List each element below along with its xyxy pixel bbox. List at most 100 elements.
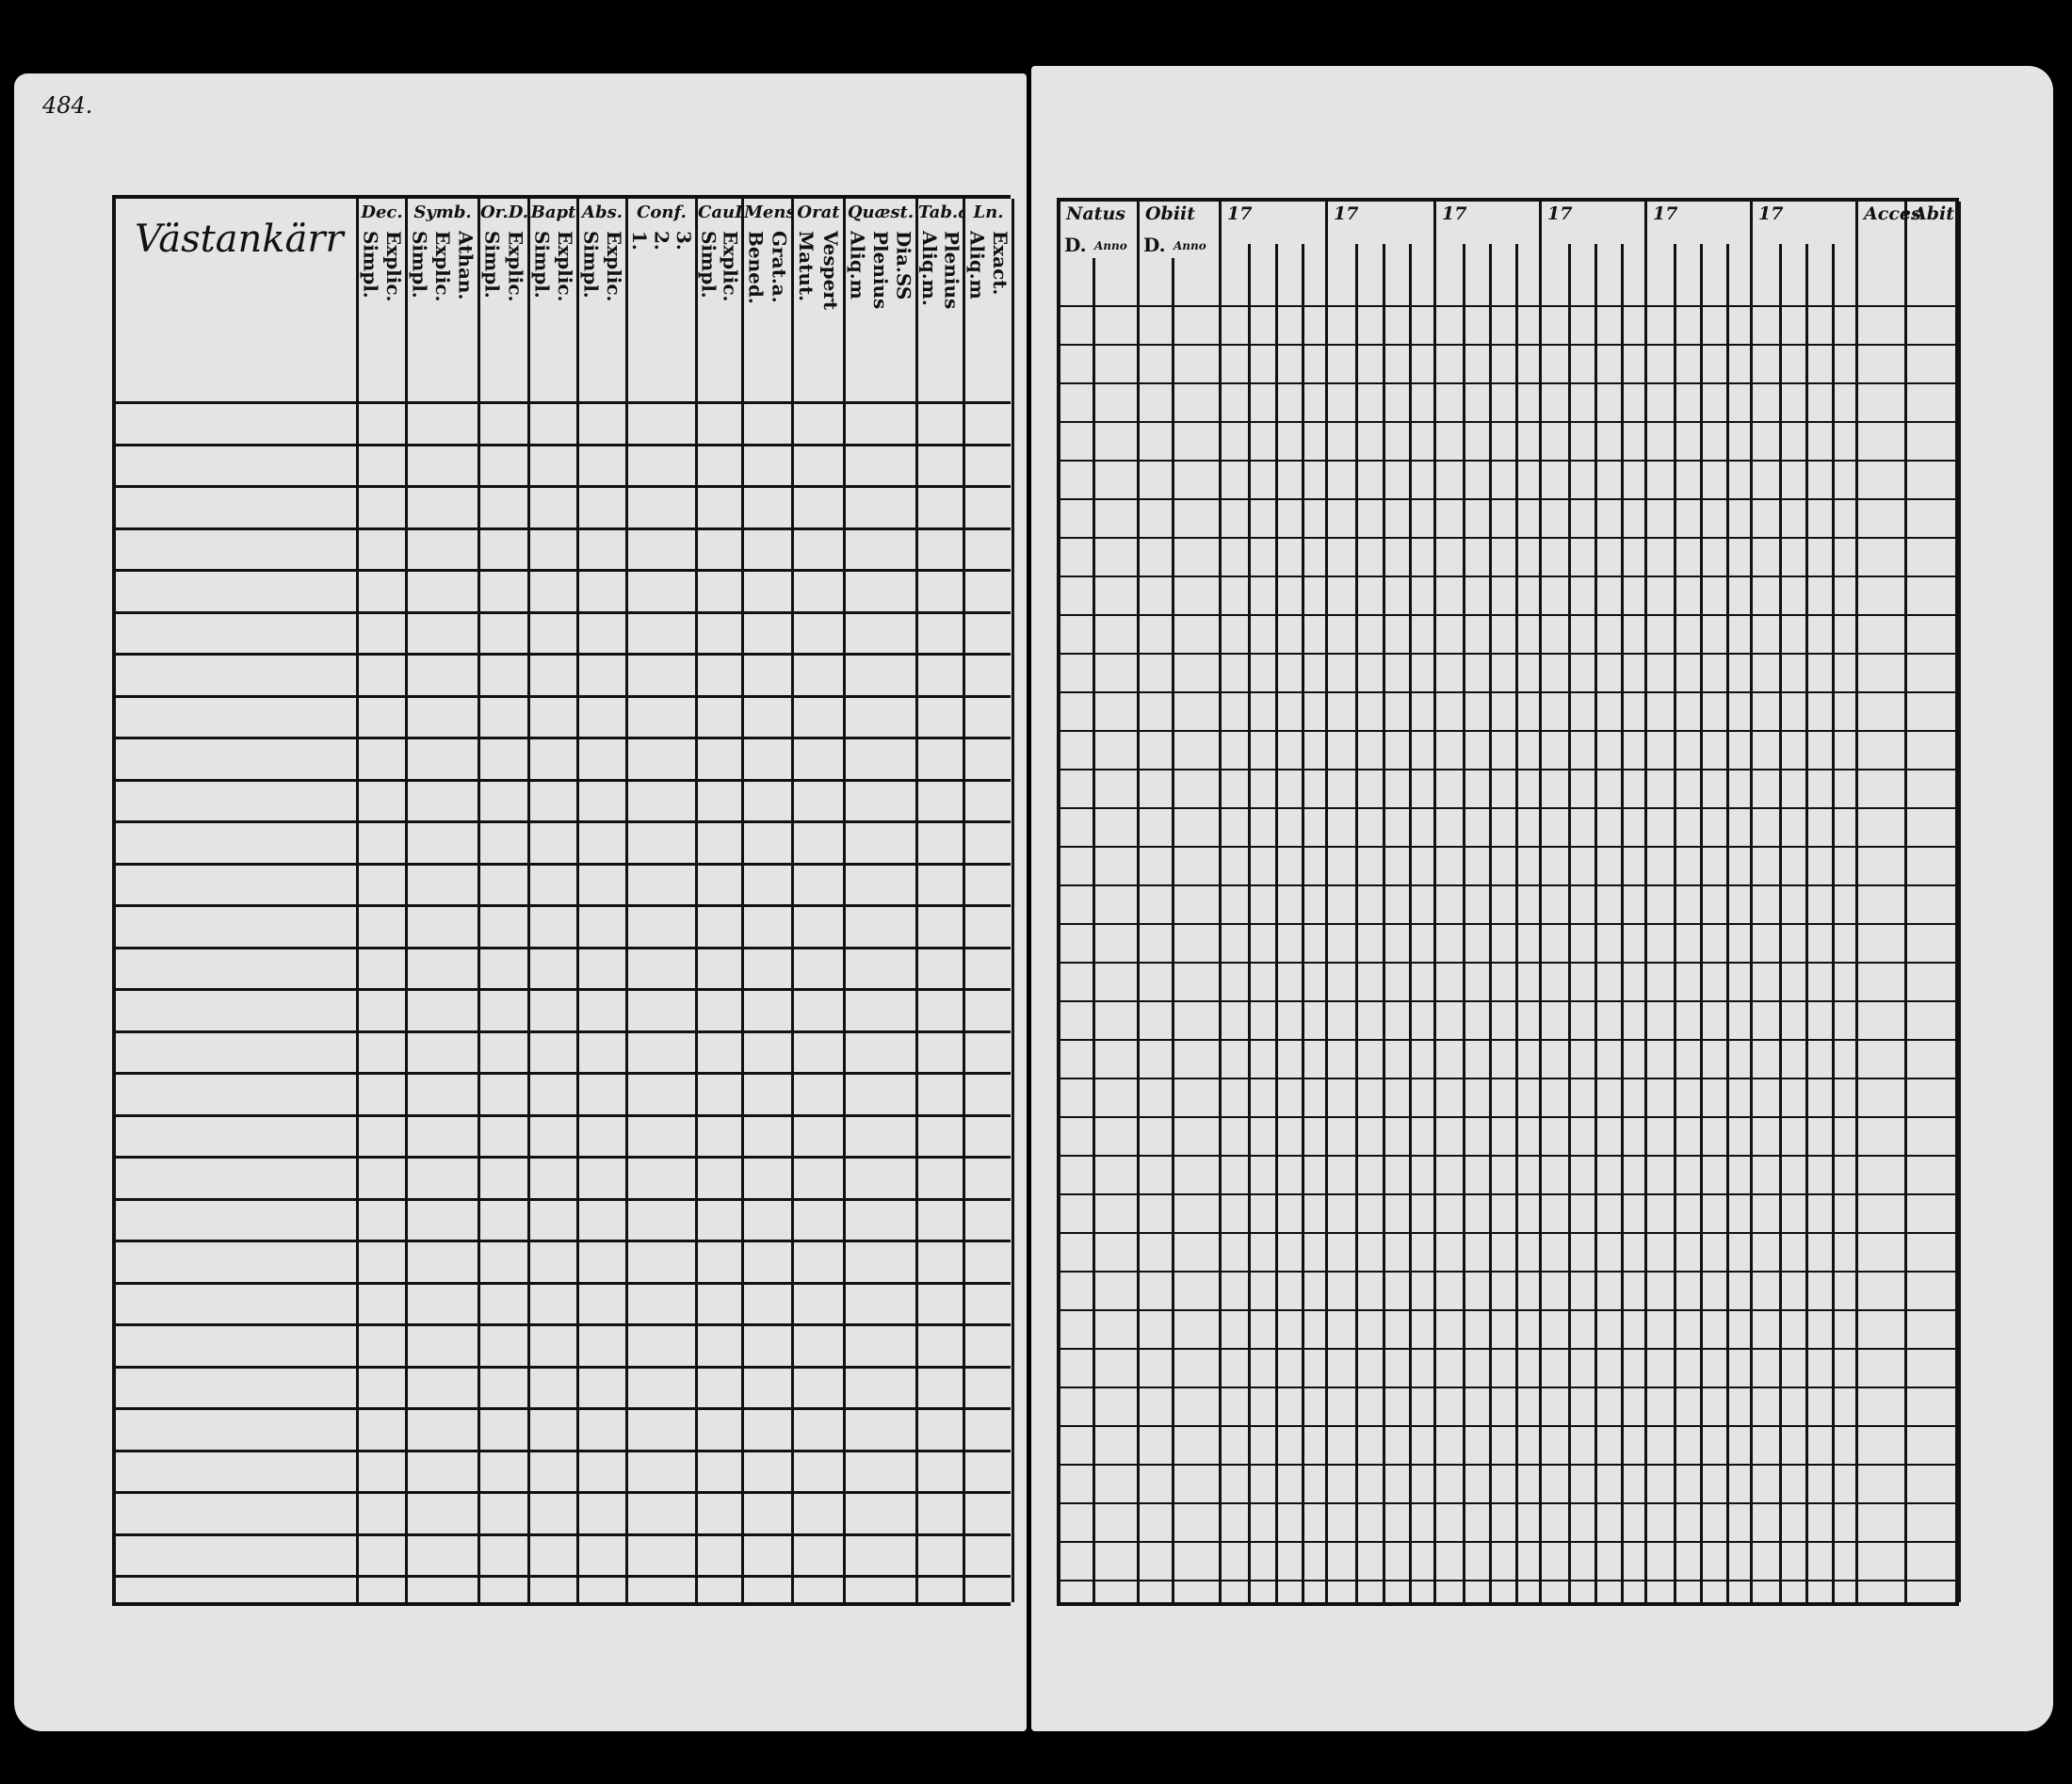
right-page: Natus D. Anno Obiit D. Anno 17 17 17 17 17 17 Acces A… — [1031, 66, 2053, 1731]
column-abit: Abit — [1907, 202, 1961, 1602]
column-subheader: Dia.SS — [892, 231, 915, 300]
column-subheader: Exact. — [988, 231, 1012, 296]
row-rule — [1060, 1502, 1959, 1504]
row-rule — [116, 1407, 1011, 1410]
column-abs: Abs. Simpl. Explic. — [579, 199, 628, 1602]
row-rule — [1060, 382, 1959, 384]
column-subheaders: Aliq.m. Plenius — [918, 231, 963, 309]
row-rule — [1060, 1271, 1959, 1273]
row-rule — [116, 1491, 1011, 1494]
row-rule — [1060, 1155, 1959, 1157]
column-header: Obiit — [1145, 203, 1196, 224]
row-rule — [1060, 344, 1959, 346]
column-subheader: Simpl. — [408, 231, 431, 299]
column-caud: CauD Simpl.Explic. — [698, 199, 744, 1602]
row-rule — [1060, 1116, 1959, 1118]
column-subheaders: Aliq.m Plenius Dia.SS — [846, 231, 915, 309]
left-register-table: Västankärr Dec. Simpl. Explic. Symb. Simpl. E… — [112, 195, 1014, 1606]
row-rule — [1060, 1580, 1959, 1581]
row-rule — [116, 401, 1011, 404]
row-rule — [1060, 1232, 1959, 1234]
row-rule — [1060, 769, 1959, 770]
row-rule — [116, 1449, 1011, 1452]
place-name: Västankärr — [135, 218, 344, 261]
column-subheaders: Matut. Vespert — [794, 231, 843, 310]
name-column: Västankärr — [116, 199, 359, 1602]
column-subheader: Simpl. — [530, 231, 554, 299]
column-header: Acces — [1864, 203, 1921, 224]
column-subheader: 2. — [650, 231, 673, 251]
column-subheader: Simpl. — [480, 231, 504, 299]
column-subheader: Aliq.m — [965, 231, 989, 300]
row-rule — [116, 1156, 1011, 1159]
row-rule — [1060, 1039, 1959, 1041]
column-subheader: Grat.a. — [768, 231, 791, 303]
row-rule — [116, 1197, 1011, 1201]
column-subheader: 3. — [672, 231, 696, 251]
row-rule — [116, 485, 1011, 488]
column-subheaders: Aliq.m Exact. — [965, 231, 1012, 300]
row-rule — [1060, 1541, 1959, 1543]
column-header: 17 — [1227, 203, 1253, 224]
column-ln: Ln. Aliq.m Exact. — [965, 199, 1014, 1602]
column-orat: Orat Matut. Vespert — [794, 199, 846, 1602]
row-rule — [116, 1323, 1011, 1326]
column-subheader: Explic. — [504, 231, 527, 302]
column-symb: Symb. Simpl. Explic. Athan. — [408, 199, 480, 1602]
row-rule — [116, 1030, 1011, 1033]
row-rule — [116, 569, 1011, 572]
column-header: 17 — [1758, 203, 1784, 224]
column-year-17-1: 17 — [1222, 202, 1328, 1602]
column-subheaders: Simpl. Explic. — [480, 231, 527, 302]
row-rule — [1060, 1000, 1959, 1002]
column-subheader: Plenius — [868, 231, 892, 310]
column-header: Abs. — [582, 203, 623, 222]
column-subheader: Aliq.m. — [917, 231, 941, 306]
column-subheader: Simpl. — [579, 231, 603, 299]
row-rule — [1060, 1193, 1959, 1195]
column-subheader: D. — [1064, 234, 1087, 256]
column-year-17-4: 17 — [1542, 202, 1647, 1602]
row-rule — [116, 1072, 1011, 1075]
subcolumn-divider — [1093, 258, 1095, 1602]
row-rule — [1060, 807, 1959, 809]
row-rule — [1060, 846, 1959, 848]
row-rule — [1060, 884, 1959, 886]
row-rule — [116, 694, 1011, 698]
column-subheader: Explic. — [602, 231, 625, 302]
row-rule — [116, 988, 1011, 991]
column-subheader: Bened. — [744, 231, 768, 304]
column-subheader: Aliq.m — [846, 231, 869, 300]
column-subheaders: Simpl. Explic. — [530, 231, 576, 302]
column-dec: Dec. Simpl. Explic. — [359, 199, 408, 1602]
column-subheader: Simpl. — [697, 231, 720, 299]
column-header: Bapt — [530, 203, 576, 222]
row-rule — [1060, 730, 1959, 732]
column-subheader: Anno — [1174, 239, 1206, 252]
column-header: 17 — [1653, 203, 1678, 224]
row-rule — [116, 443, 1011, 446]
column-header: 17 — [1334, 203, 1359, 224]
row-rule — [1060, 460, 1959, 462]
row-rule — [1060, 498, 1959, 500]
row-rule — [1060, 1387, 1959, 1388]
column-header: Ln. — [973, 203, 1004, 222]
row-rule — [116, 820, 1011, 823]
row-rule — [116, 737, 1011, 739]
row-rule — [1060, 1348, 1959, 1350]
column-subheader: Plenius — [940, 231, 963, 310]
column-subheader: Explic. — [553, 231, 576, 302]
row-rule — [116, 1365, 1011, 1369]
row-rule — [1060, 1309, 1959, 1311]
column-header: Or.D. — [480, 203, 527, 222]
row-rule — [116, 1533, 1011, 1536]
row-rule — [1060, 923, 1959, 925]
row-rule — [116, 527, 1011, 530]
row-rule — [1060, 653, 1959, 655]
column-header: Orat — [797, 203, 840, 222]
row-rule — [116, 610, 1011, 614]
column-qust: Quæst. Aliq.m Plenius Dia.SS — [846, 199, 918, 1602]
column-conf: Conf. 1. 2. 3. — [628, 199, 698, 1602]
page-number: 484. — [42, 92, 93, 119]
row-rule — [116, 862, 1011, 866]
